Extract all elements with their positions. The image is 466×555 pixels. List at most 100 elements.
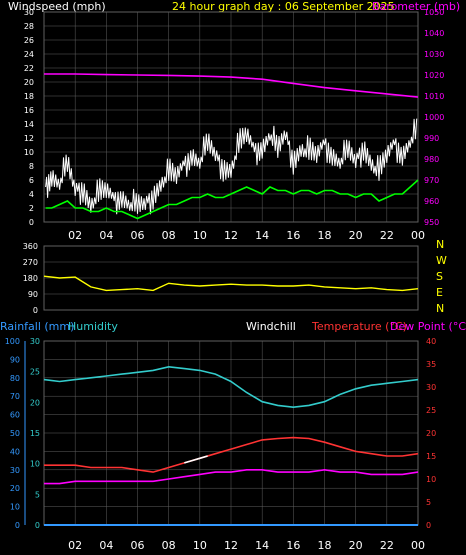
humidity-line [43,365,419,409]
wind-x-tick-label: 12 [224,229,238,242]
temp-tick-label: 5 [426,498,431,507]
wind-x-tick-label: 22 [380,229,394,242]
barometer-tick-label: 1000 [424,113,444,122]
climate-x-tick-label: 16 [286,539,300,552]
wind-tick-label: 12 [24,134,34,143]
wind-tick-label: 0 [29,218,34,227]
barometer-tick-label: 1020 [424,71,444,80]
compass-label: E [436,286,443,299]
climate-x-tick-label: 06 [131,539,145,552]
wind-tick-label: 24 [24,50,34,59]
humidity-tick-label: 0 [15,521,20,530]
humidity-tick-label: 80 [10,374,20,383]
barometer-tick-label: 1040 [424,29,444,38]
wind-x-tick-label: 04 [99,229,113,242]
direction-tick-label: 180 [23,274,38,283]
temp-tick-label: 35 [426,360,436,369]
wind-x-tick-label: 18 [318,229,332,242]
wind-tick-label: 30 [24,8,34,17]
temperature-label: Temperature (°C) [311,320,407,333]
humidity-tick-label: 100 [5,337,20,346]
climate-x-tick-label: 00 [411,539,425,552]
wind-x-tick-label: 14 [255,229,269,242]
wind-tick-label: 10 [24,148,34,157]
wind-avg-line [45,179,419,220]
humidity-tick-label: 10 [10,503,20,512]
rain-tick-label: 0 [35,521,40,530]
wind-direction-line [43,275,419,292]
wind-max-line [45,118,418,215]
climate-x-tick-label: 04 [99,539,113,552]
compass-label: S [436,270,443,283]
wind-tick-label: 14 [24,120,34,129]
chart-title: 24 hour graph day : 06 September 2025 [172,0,395,13]
wind-tick-label: 6 [29,176,34,185]
barometer-tick-label: 950 [424,218,439,227]
barometer-axis-label: Barometer (mb) [372,0,460,13]
barometer-tick-label: 980 [424,155,439,164]
wind-tick-label: 4 [29,190,34,199]
windchill-line [184,455,208,464]
barometer-tick-label: 1010 [424,92,444,101]
wind-x-tick-label: 08 [162,229,176,242]
climate-x-tick-label: 02 [68,539,82,552]
rainfall-axis-label: Rainfall (mm) [0,320,74,333]
humidity-tick-label: 70 [10,392,20,401]
barometer-tick-label: 970 [424,176,439,185]
climate-x-tick-label: 08 [162,539,176,552]
wind-tick-label: 8 [29,162,34,171]
humidity-tick-label: 40 [10,447,20,456]
wind-tick-label: 18 [24,92,34,101]
wind-tick-label: 26 [24,36,34,45]
humidity-tick-label: 50 [10,429,20,438]
wind-x-tick-label: 10 [193,229,207,242]
barometer-tick-label: 960 [424,197,439,206]
climate-x-tick-label: 12 [224,539,238,552]
wind-panel: 02 4 6 8 10 12 14 16 18 20 22 24 26 28 30 950 960 970 980 9… [24,8,445,242]
wind-x-tick-label: 20 [349,229,363,242]
barometer-tick-label: 1030 [424,50,444,59]
rain-tick-label: 15 [30,429,40,438]
direction-tick-label: 0 [33,306,38,315]
rain-tick-label: 5 [35,490,40,499]
wind-tick-label: 22 [24,64,34,73]
wind-tick-label: 28 [24,22,34,31]
climate-x-tick-label: 10 [193,539,207,552]
humidity-tick-label: 30 [10,466,20,475]
barometer-tick-label: 1050 [424,8,444,17]
dew-point-line [44,468,419,485]
humidity-tick-label: 60 [10,411,20,420]
climate-x-tick-label: 22 [380,539,394,552]
wind-x-tick-label: 00 [411,229,425,242]
climate-x-tick-label: 20 [349,539,363,552]
humidity-tick-label: 20 [10,484,20,493]
compass-label: N [436,302,444,315]
barometer-line [44,73,419,98]
temp-tick-label: 25 [426,406,436,415]
temp-tick-label: 10 [426,475,436,484]
climate-x-tick-label: 18 [318,539,332,552]
climate-x-tick-label: 14 [255,539,269,552]
wind-x-tick-label: 06 [131,229,145,242]
temp-tick-label: 0 [426,521,431,530]
rain-tick-label: 30 [30,337,40,346]
barometer-tick-label: 990 [424,134,439,143]
wind-x-tick-label: 02 [68,229,82,242]
climate-panel: 0102030405060708090100051015202530051015… [5,337,436,552]
rain-tick-label: 20 [30,398,40,407]
compass-label: W [436,254,447,267]
temp-tick-label: 40 [426,337,436,346]
wind-tick-label: 16 [24,106,34,115]
windspeed-axis-label: Windspeed (mph) [8,0,106,13]
humidity-tick-label: 90 [10,355,20,364]
wind-x-tick-label: 16 [286,229,300,242]
temperature-line [44,436,419,473]
temp-tick-label: 20 [426,429,436,438]
direction-tick-label: 360 [23,242,38,251]
rain-tick-label: 25 [30,368,40,377]
rain-tick-label: 10 [30,460,40,469]
dew-point-label: Dew Point (°C) [390,320,466,333]
temp-tick-label: 15 [426,452,436,461]
